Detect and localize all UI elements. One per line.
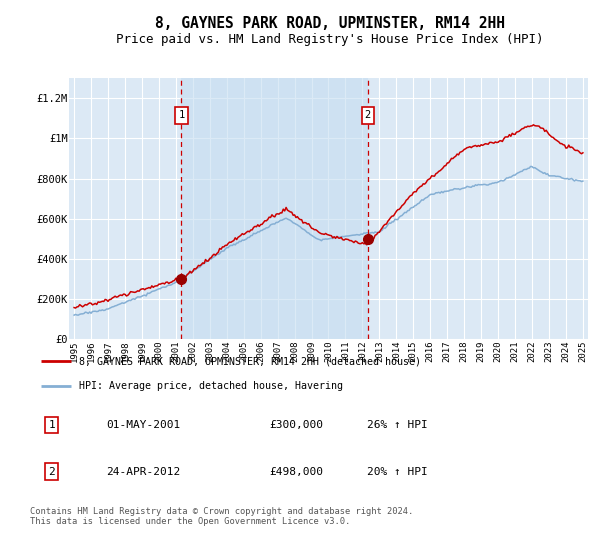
Text: 1: 1 [49, 420, 55, 430]
Text: 2: 2 [365, 110, 371, 120]
Text: 24-APR-2012: 24-APR-2012 [106, 466, 180, 477]
Text: 8, GAYNES PARK ROAD, UPMINSTER, RM14 2HH (detached house): 8, GAYNES PARK ROAD, UPMINSTER, RM14 2HH… [79, 356, 421, 366]
Text: 2: 2 [49, 466, 55, 477]
Text: Price paid vs. HM Land Registry's House Price Index (HPI): Price paid vs. HM Land Registry's House … [116, 32, 544, 46]
Text: £300,000: £300,000 [269, 420, 323, 430]
Text: 1: 1 [178, 110, 185, 120]
Text: 26% ↑ HPI: 26% ↑ HPI [367, 420, 427, 430]
Text: HPI: Average price, detached house, Havering: HPI: Average price, detached house, Have… [79, 381, 343, 391]
Text: 20% ↑ HPI: 20% ↑ HPI [367, 466, 427, 477]
Text: 8, GAYNES PARK ROAD, UPMINSTER, RM14 2HH: 8, GAYNES PARK ROAD, UPMINSTER, RM14 2HH [155, 16, 505, 31]
Text: 01-MAY-2001: 01-MAY-2001 [106, 420, 180, 430]
Text: Contains HM Land Registry data © Crown copyright and database right 2024.
This d: Contains HM Land Registry data © Crown c… [30, 507, 413, 526]
Bar [181, 78, 368, 339]
Text: £498,000: £498,000 [269, 466, 323, 477]
